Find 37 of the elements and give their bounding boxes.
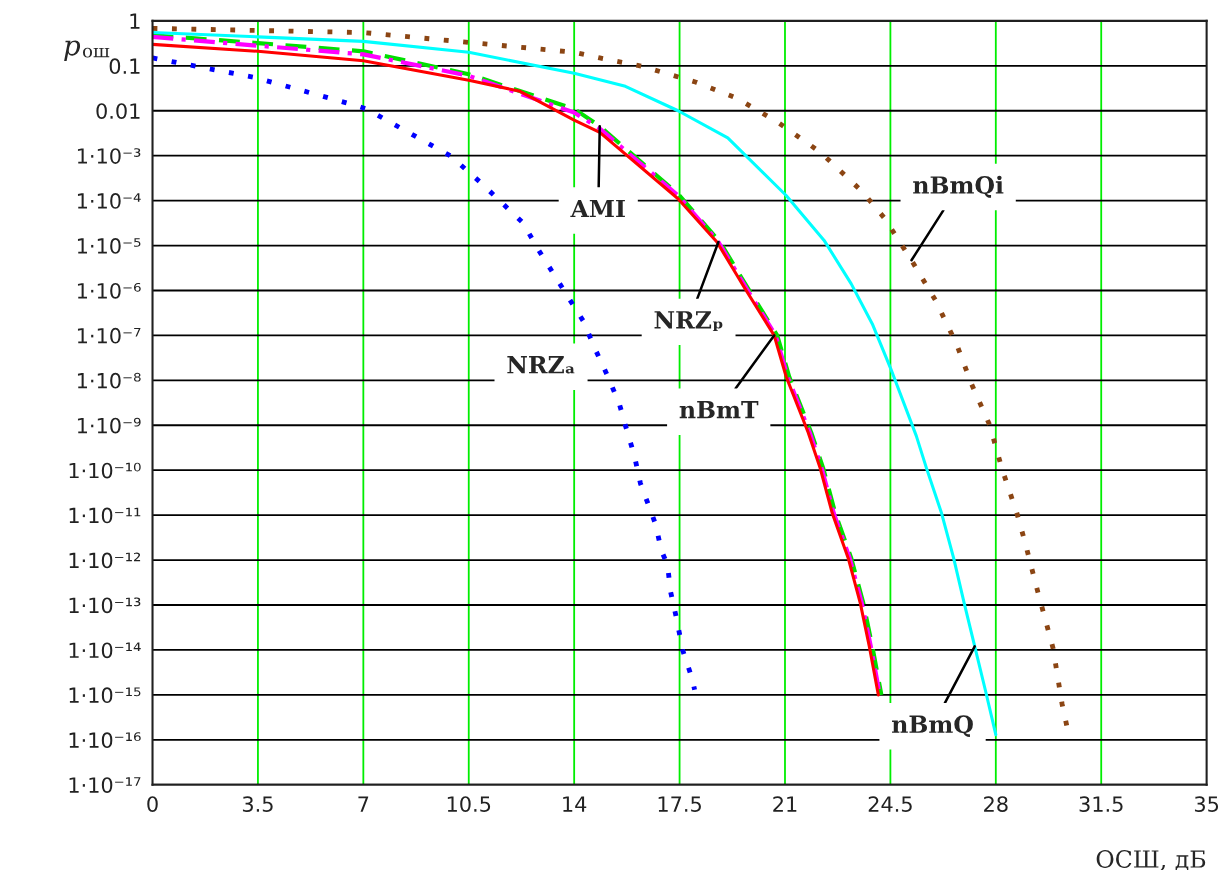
x-tick-label: 21 [773,796,797,812]
y-tick-label: 1·10⁻¹⁷ [69,777,141,793]
y-tick-label: 1·10⁻¹⁶ [69,732,141,749]
x-tick-label: 10.5 [447,796,491,812]
x-tick-label: 3.5 [242,796,273,812]
y-tick-label: 1·10⁻³ [77,148,141,164]
series-label: nBmQi [913,175,1004,198]
series-label: nBmQ [892,715,973,738]
y-tick-label: 0.1 [109,58,140,75]
x-tick-label: 17.5 [658,796,701,812]
x-tick-label: 31.5 [1079,796,1123,812]
x-tick-label: 35 [1194,796,1219,812]
x-tick-label: 28 [984,796,1008,812]
series-label: NRZₚ [654,311,723,331]
y-tick-label: 1·10⁻¹² [69,552,141,569]
series-label: NRZₐ [507,356,575,374]
y-tick-label: 1·10⁻¹¹ [69,507,141,524]
series-label: nBmT [679,401,759,419]
y-tick-label: 1·10⁻⁶ [77,282,141,299]
x-tick-label: 24.5 [868,796,912,812]
series-label: AMI [570,199,625,218]
y-axis-title: pош [64,40,110,62]
y-tick-label: 1·10⁻⁹ [77,417,141,434]
y-tick-label: 1·10⁻¹³ [69,597,141,614]
y-tick-label: 1·10⁻⁵ [77,238,141,254]
y-tick-label: 1·10⁻⁷ [77,327,141,344]
x-tick-label: 7 [358,796,369,812]
y-tick-label: 1·10⁻¹⁴ [69,642,141,659]
y-tick-label: 1·10⁻¹⁵ [69,687,141,704]
y-tick-label: 1·10⁻¹⁰ [69,462,141,479]
y-tick-label: 1·10⁻⁴ [77,193,141,209]
y-tick-label: 1 [130,13,140,29]
x-axis-title: ОСШ, дБ [1096,850,1206,870]
y-tick-label: 1·10⁻⁸ [77,372,141,389]
x-tick-label: 14 [563,796,587,812]
x-tick-label: 0 [147,796,158,812]
y-tick-label: 0.01 [96,103,140,119]
